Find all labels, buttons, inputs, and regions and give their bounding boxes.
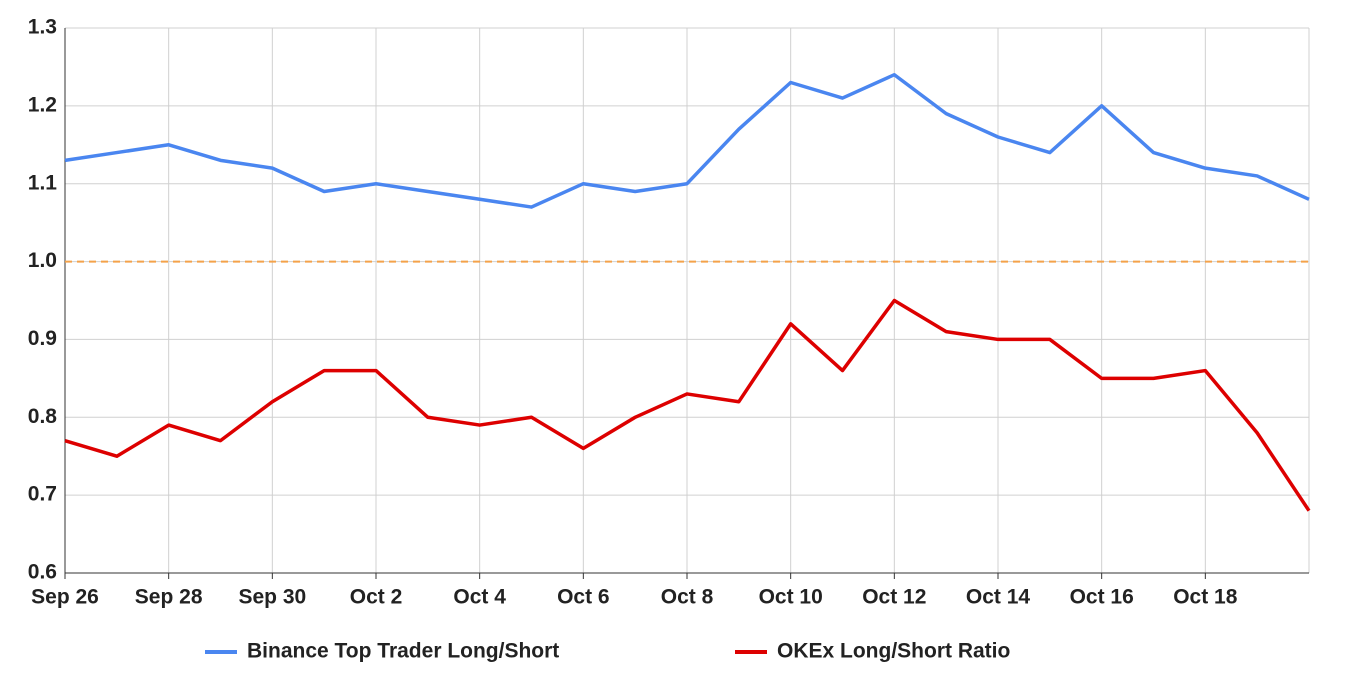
y-tick-label: 0.6 [28, 561, 57, 584]
series-line [64, 72, 1310, 209]
series-line [64, 298, 1311, 512]
y-tick-label: 1.0 [28, 249, 57, 272]
y-tick-label: 0.7 [28, 483, 57, 506]
y-tick-label: 0.8 [28, 405, 58, 428]
x-tick-label: Oct 18 [1173, 586, 1238, 609]
y-tick-label: 1.2 [28, 93, 57, 116]
x-tick-label: Oct 2 [350, 586, 403, 609]
y-tick-label: 0.9 [28, 327, 57, 350]
legend-label: Binance Top Trader Long/Short [247, 640, 559, 663]
x-tick-label: Sep 30 [238, 586, 306, 609]
x-tick-label: Oct 12 [862, 586, 926, 609]
legend-label: OKEx Long/Short Ratio [777, 640, 1010, 663]
x-tick-label: Oct 8 [661, 586, 714, 609]
y-tick-label: 1.3 [28, 16, 57, 39]
x-tick-label: Oct 6 [557, 586, 610, 609]
x-tick-label: Sep 26 [31, 586, 99, 609]
x-tick-label: Sep 28 [135, 586, 203, 609]
y-tick-label: 1.1 [28, 171, 58, 194]
x-tick-label: Oct 10 [759, 586, 823, 609]
x-tick-label: Oct 4 [453, 586, 506, 609]
x-tick-label: Oct 14 [966, 586, 1031, 609]
x-tick-label: Oct 16 [1070, 586, 1134, 609]
